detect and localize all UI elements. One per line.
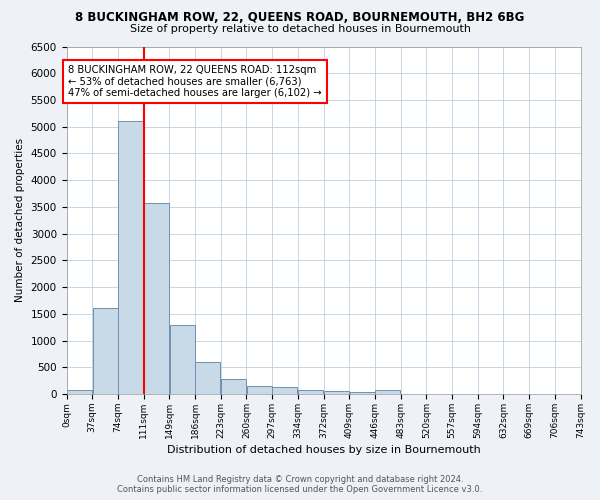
Bar — [92, 308, 118, 394]
Bar — [221, 378, 246, 394]
Bar — [67, 390, 92, 394]
X-axis label: Distribution of detached houses by size in Bournemouth: Distribution of detached houses by size … — [167, 445, 481, 455]
Bar — [272, 387, 298, 394]
Bar — [375, 390, 400, 394]
Text: 8 BUCKINGHAM ROW, 22 QUEENS ROAD: 112sqm
← 53% of detached houses are smaller (6: 8 BUCKINGHAM ROW, 22 QUEENS ROAD: 112sqm… — [68, 65, 322, 98]
Text: Contains HM Land Registry data © Crown copyright and database right 2024.
Contai: Contains HM Land Registry data © Crown c… — [118, 474, 482, 494]
Bar — [144, 203, 169, 394]
Bar — [247, 386, 272, 394]
Bar — [324, 392, 349, 394]
Bar — [350, 392, 374, 394]
Text: Size of property relative to detached houses in Bournemouth: Size of property relative to detached ho… — [130, 24, 470, 34]
Text: 8 BUCKINGHAM ROW, 22, QUEENS ROAD, BOURNEMOUTH, BH2 6BG: 8 BUCKINGHAM ROW, 22, QUEENS ROAD, BOURN… — [76, 11, 524, 24]
Bar — [170, 324, 194, 394]
Y-axis label: Number of detached properties: Number of detached properties — [15, 138, 25, 302]
Bar — [196, 362, 220, 394]
Bar — [118, 122, 143, 394]
Bar — [298, 390, 323, 394]
